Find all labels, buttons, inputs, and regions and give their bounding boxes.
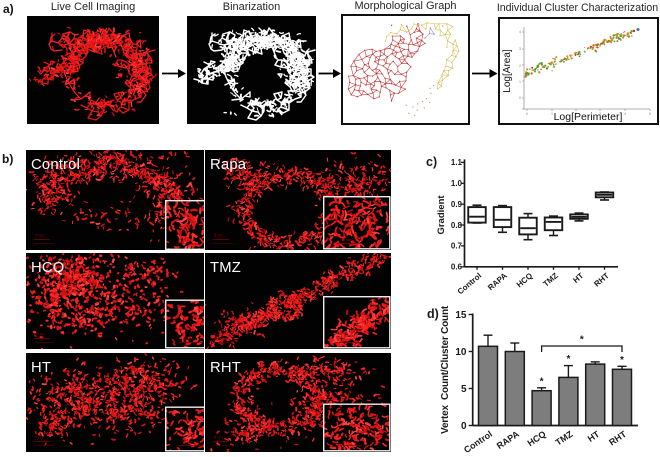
svg-text:RAPA: RAPA xyxy=(486,271,509,292)
svg-text:Control: Control xyxy=(31,157,80,173)
svg-text:Log[Perimeter]: Log[Perimeter] xyxy=(554,111,623,123)
svg-text:5 um: 5 um xyxy=(214,233,224,238)
svg-text:HCQ: HCQ xyxy=(526,429,548,448)
svg-text:c): c) xyxy=(426,155,437,169)
svg-text:0.7: 0.7 xyxy=(451,242,463,251)
svg-text:5: 5 xyxy=(461,384,467,395)
svg-text:Gradient: Gradient xyxy=(436,195,447,235)
svg-text:1: 1 xyxy=(551,112,553,116)
svg-text:0: 0 xyxy=(461,421,467,432)
svg-text:Rapa: Rapa xyxy=(210,157,247,173)
svg-text:*: * xyxy=(540,376,544,387)
svg-text:5: 5 xyxy=(649,112,651,116)
svg-text:5 um: 5 um xyxy=(343,440,351,444)
svg-text:Vertex Count/Cluster Count: Vertex Count/Cluster Count xyxy=(440,305,451,434)
svg-text:0: 0 xyxy=(519,96,521,100)
svg-text:HT: HT xyxy=(31,360,51,376)
svg-text:15: 15 xyxy=(455,310,467,321)
svg-text:Control: Control xyxy=(456,271,484,296)
svg-text:3: 3 xyxy=(599,112,601,116)
svg-text:1: 1 xyxy=(519,80,521,84)
svg-text:0.9: 0.9 xyxy=(451,200,463,209)
svg-text:5 um: 5 um xyxy=(343,238,351,242)
svg-text:TMZ: TMZ xyxy=(541,271,559,289)
svg-text:2: 2 xyxy=(519,64,521,68)
svg-text:RHT: RHT xyxy=(592,271,610,289)
svg-text:HCQ: HCQ xyxy=(31,260,64,276)
svg-text:*: * xyxy=(580,335,584,346)
svg-text:TMZ: TMZ xyxy=(554,429,575,448)
svg-text:*: * xyxy=(566,354,570,365)
svg-text:0.6: 0.6 xyxy=(451,263,463,272)
svg-text:HT: HT xyxy=(571,271,585,285)
svg-text:5 um: 5 um xyxy=(343,337,351,341)
svg-text:HT: HT xyxy=(586,429,602,444)
svg-text:3: 3 xyxy=(519,47,521,51)
svg-text:HCQ: HCQ xyxy=(515,271,534,289)
svg-text:0.8: 0.8 xyxy=(451,221,463,230)
svg-text:2: 2 xyxy=(575,112,577,116)
svg-text:5 um: 5 um xyxy=(184,440,192,444)
svg-text:d): d) xyxy=(427,307,439,321)
svg-text:Control: Control xyxy=(462,429,494,455)
svg-text:*: * xyxy=(620,355,624,366)
svg-text:TMZ: TMZ xyxy=(210,260,241,276)
svg-text:5 um: 5 um xyxy=(184,337,192,341)
svg-text:4: 4 xyxy=(624,112,626,116)
svg-text:1.1: 1.1 xyxy=(451,158,463,167)
svg-text:RHT: RHT xyxy=(210,360,241,376)
svg-text:4: 4 xyxy=(519,30,521,34)
svg-text:5 um: 5 um xyxy=(35,233,45,238)
svg-text:5 um: 5 um xyxy=(184,239,192,243)
svg-text:RAPA: RAPA xyxy=(495,429,522,451)
svg-text:0: 0 xyxy=(526,112,528,116)
svg-text:1.0: 1.0 xyxy=(451,179,463,188)
svg-text:RHT: RHT xyxy=(607,429,628,448)
svg-text:5 um: 5 um xyxy=(35,332,45,337)
svg-text:10: 10 xyxy=(455,347,467,358)
svg-text:5 um: 5 um xyxy=(214,435,224,440)
svg-text:Log[Area]: Log[Area] xyxy=(502,49,513,93)
svg-text:5 um: 5 um xyxy=(35,435,45,440)
svg-text:5 um: 5 um xyxy=(214,332,224,337)
